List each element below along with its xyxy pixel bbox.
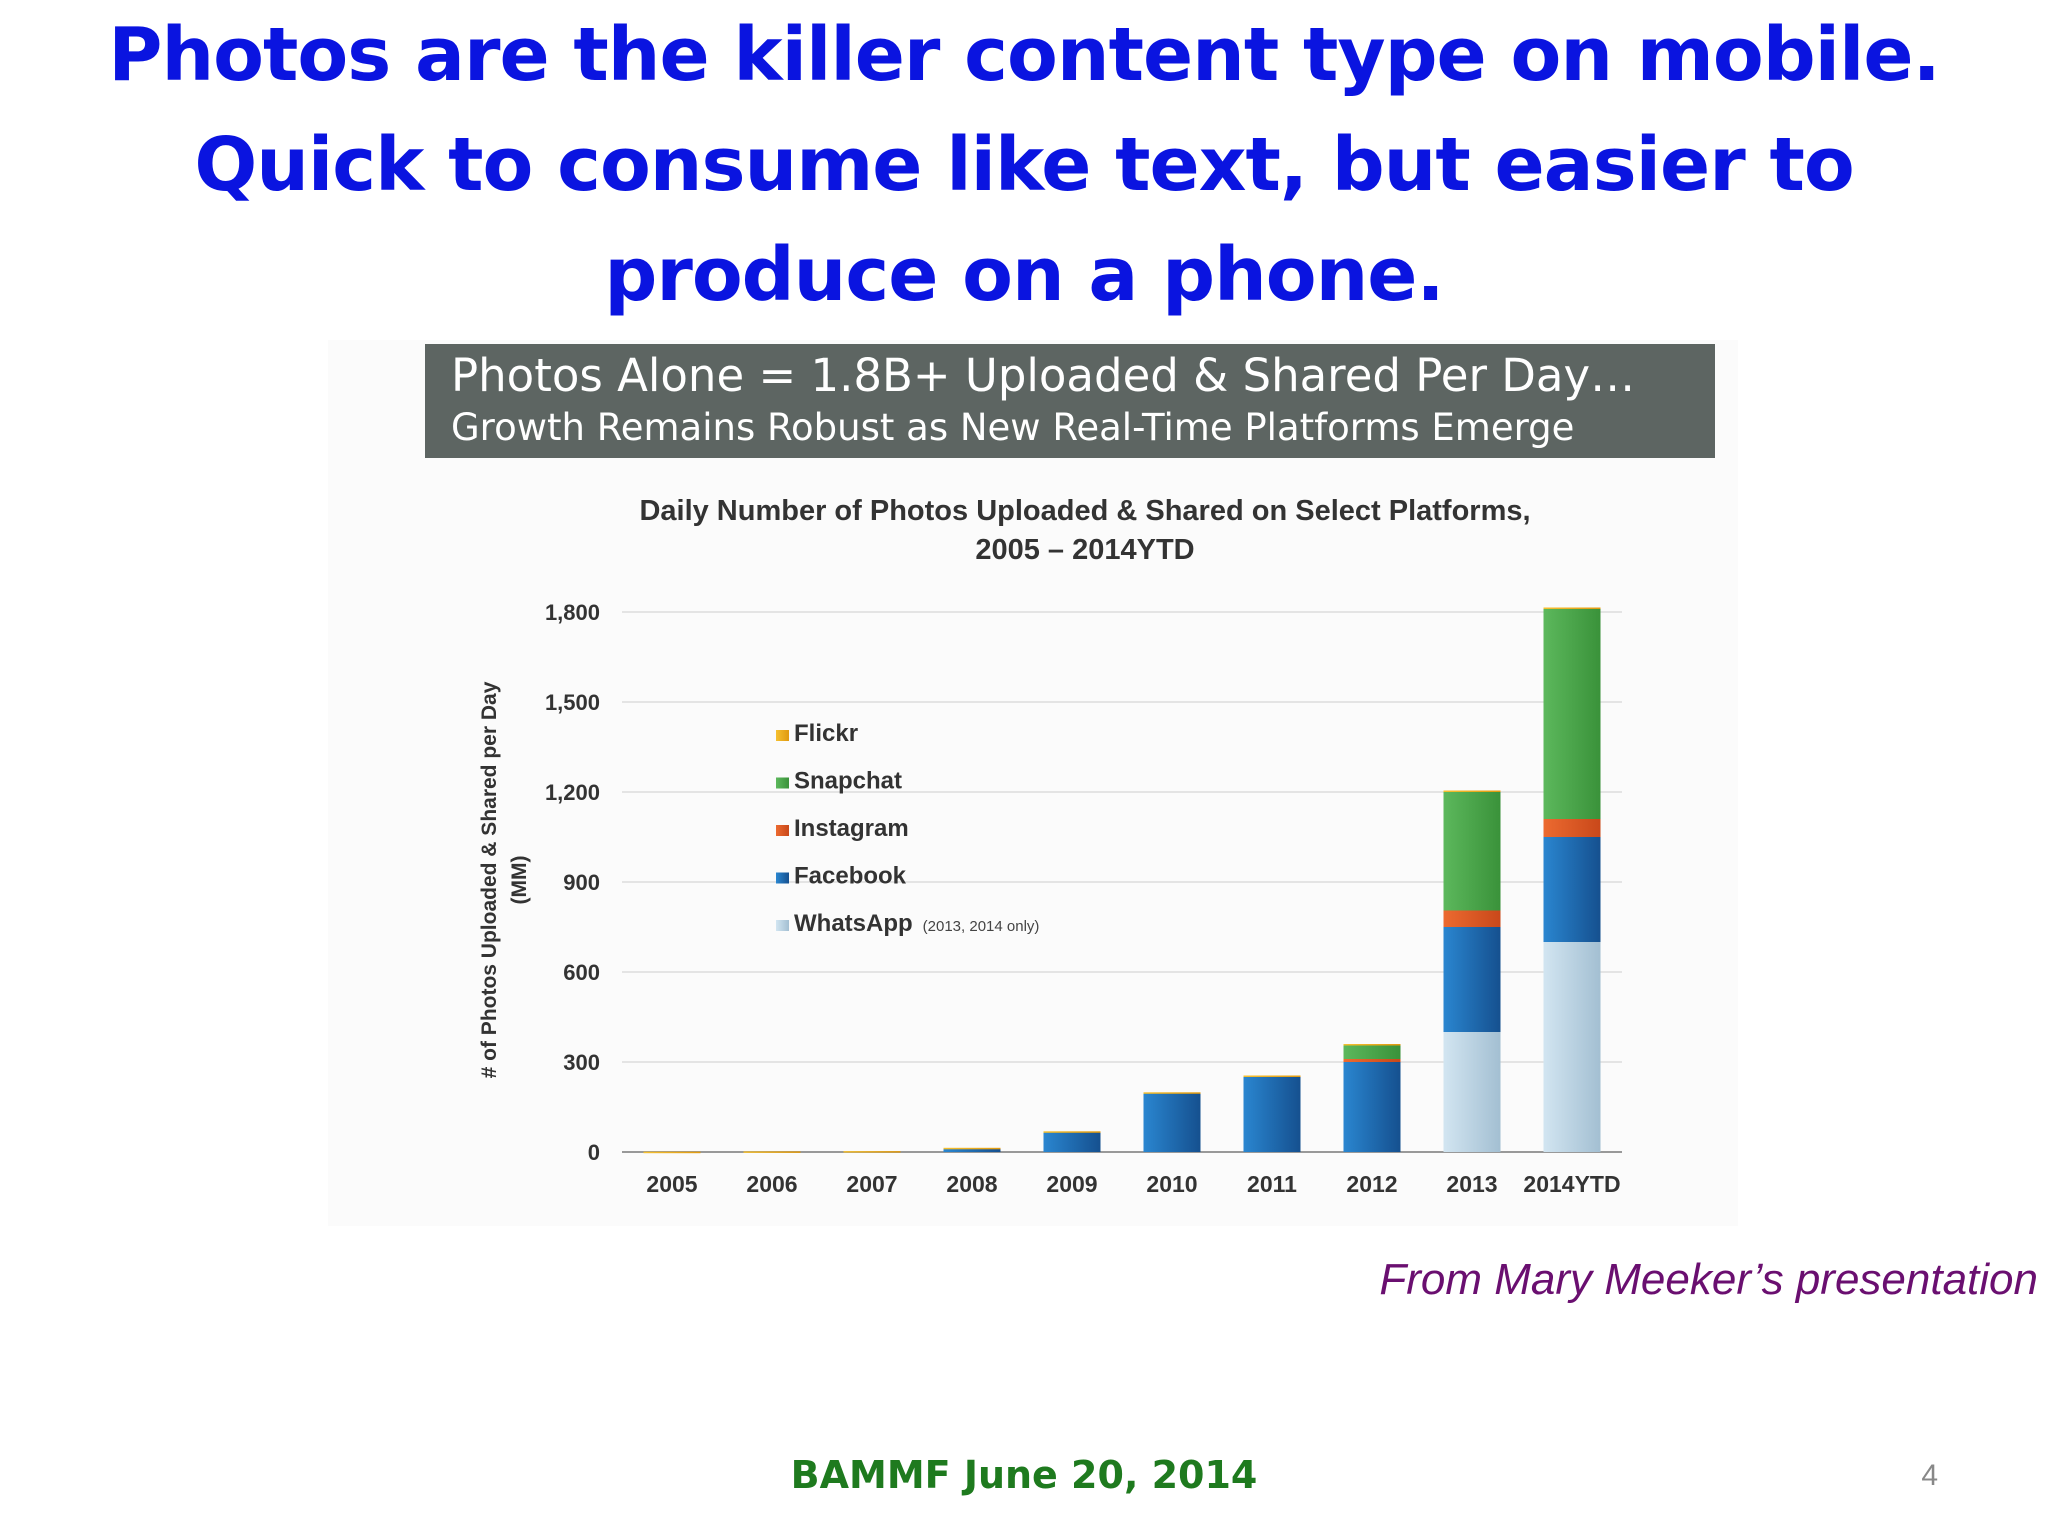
- bar-instagram-2013: [1443, 910, 1501, 927]
- legend-swatch-snapchat: [776, 777, 789, 789]
- bar-facebook-2014ytd: [1543, 837, 1601, 942]
- chart-image-frame: [328, 340, 1738, 1226]
- page-number: 4: [1921, 1459, 1938, 1492]
- bar-facebook-2008: [943, 1149, 1001, 1152]
- chart-title-line-1: Daily Number of Photos Uploaded & Shared…: [639, 495, 1530, 527]
- bar-flickr-2005: [643, 1151, 701, 1154]
- source-note: From Mary Meeker’s presentation: [1379, 1255, 2038, 1304]
- bar-facebook-2012: [1343, 1062, 1401, 1152]
- x-tick-labels: 2005 2006 2007 2008 2009 2010 2011 2012 2013 2014…: [646, 1171, 1620, 1197]
- chart-title-line-2: 2005 – 2014YTD: [975, 534, 1194, 566]
- banner-subtitle: Growth Remains Robust as New Real-Time P…: [451, 406, 1575, 449]
- legend-swatch-facebook: [776, 872, 789, 884]
- bar-facebook-2009: [1043, 1132, 1101, 1152]
- bars: [643, 607, 1601, 1154]
- bar-flickr-2013: [1443, 790, 1501, 792]
- y-tick-label: 1,500: [545, 690, 600, 715]
- y-tick-labels: 0 300 600 900 1,200 1,500 1,800: [545, 600, 600, 1165]
- x-tick-label: 2013: [1446, 1171, 1497, 1197]
- bar-facebook-2011: [1243, 1077, 1301, 1152]
- bar-flickr-2011: [1243, 1075, 1301, 1077]
- legend-swatch-whatsapp: [776, 920, 789, 931]
- bar-facebook-2013: [1443, 927, 1501, 1032]
- x-tick-label: 2012: [1346, 1171, 1397, 1197]
- bar-flickr-2006: [743, 1151, 801, 1153]
- bar-whatsapp-2014ytd: [1543, 942, 1601, 1152]
- y-axis-label-line-1: # of Photos Uploaded & Shared per Day: [478, 681, 501, 1078]
- x-tick-label: 2009: [1046, 1171, 1097, 1197]
- y-tick-label: 300: [563, 1050, 600, 1075]
- banner-title: Photos Alone = 1.8B+ Uploaded & Shared P…: [451, 349, 1636, 402]
- x-tick-label: 2014YTD: [1523, 1171, 1620, 1197]
- x-tick-label: 2011: [1247, 1171, 1297, 1197]
- bar-snapchat-2013: [1443, 792, 1501, 911]
- legend-label-facebook: Facebook: [794, 863, 907, 890]
- legend-label-whatsapp: WhatsApp: [794, 910, 913, 937]
- bar-flickr-2014ytd: [1543, 607, 1601, 609]
- bar-whatsapp-2013: [1443, 1032, 1501, 1152]
- bar-instagram-2014ytd: [1543, 819, 1601, 837]
- y-tick-label: 600: [563, 960, 600, 985]
- x-tick-label: 2010: [1146, 1171, 1197, 1197]
- x-tick-label: 2008: [946, 1171, 997, 1197]
- legend-swatch-instagram: [776, 825, 789, 836]
- bar-flickr-2010: [1143, 1092, 1201, 1094]
- legend-label-flickr: Flickr: [794, 720, 858, 747]
- bar-flickr-2008: [943, 1147, 1001, 1150]
- y-tick-label: 1,800: [545, 600, 600, 625]
- x-tick-label: 2007: [846, 1171, 897, 1197]
- bar-instagram-2012: [1343, 1059, 1401, 1062]
- bar-facebook-2010: [1143, 1093, 1201, 1152]
- x-tick-label: 2006: [746, 1171, 797, 1197]
- y-tick-label: 1,200: [545, 780, 600, 805]
- legend: Flickr Snapchat Instagram Facebook WhatsApp (…: [776, 720, 1039, 937]
- legend-swatch-flickr: [776, 730, 789, 741]
- y-axis-label-line-2: (MM): [508, 856, 531, 905]
- footer-date: BAMMF June 20, 2014: [790, 1453, 1258, 1497]
- bar-snapchat-2014ytd: [1543, 609, 1601, 819]
- y-tick-label: 900: [563, 870, 600, 895]
- chart-banner: Photos Alone = 1.8B+ Uploaded & Shared P…: [425, 344, 1715, 458]
- slide-title: Photos are the killer content type on mo…: [108, 12, 1940, 318]
- x-tick-label: 2005: [646, 1171, 697, 1197]
- bar-flickr-2007: [843, 1151, 901, 1153]
- y-tick-label: 0: [588, 1140, 600, 1165]
- legend-note-whatsapp: (2013, 2014 only): [923, 918, 1040, 935]
- bar-snapchat-2012: [1343, 1045, 1401, 1059]
- legend-label-instagram: Instagram: [794, 815, 909, 842]
- legend-label-snapchat: Snapchat: [794, 768, 902, 795]
- bar-flickr-2012: [1343, 1044, 1401, 1046]
- bar-flickr-2009: [1043, 1131, 1101, 1133]
- y-axis-label: # of Photos Uploaded & Shared per Day (M…: [478, 681, 531, 1078]
